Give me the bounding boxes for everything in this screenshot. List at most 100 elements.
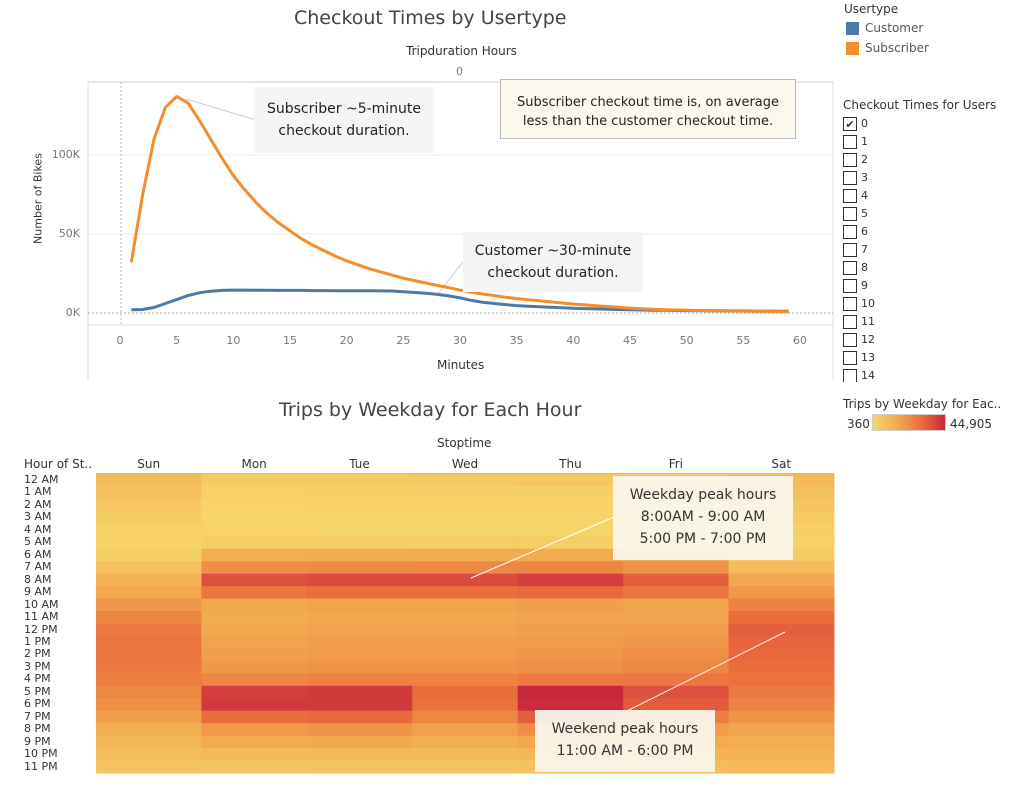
filter-option[interactable]: 8 [843, 259, 875, 277]
checkbox-icon[interactable] [843, 315, 857, 329]
filter-option-label: 7 [861, 243, 868, 256]
checkbox-checked-icon[interactable]: ✔ [843, 117, 857, 131]
heatmap-cell [517, 486, 624, 500]
filter-option[interactable]: 9 [843, 277, 875, 295]
annotation-customer: Customer ~30-minute checkout duration. [463, 232, 643, 292]
heatmap-cell [306, 760, 413, 774]
filter-option[interactable]: 1 [843, 133, 875, 151]
checkbox-icon[interactable] [843, 189, 857, 203]
checkbox-icon[interactable] [843, 279, 857, 293]
legend-item-customer[interactable]: Customer [846, 18, 929, 38]
heatmap-row-label: 6 AM [24, 547, 52, 561]
heatmap-row-label: 4 PM [24, 672, 51, 686]
checkbox-icon[interactable] [843, 333, 857, 347]
x-tick-label: 60 [793, 334, 807, 347]
x-tick-label: 40 [566, 334, 581, 347]
heatmap-cell [201, 710, 308, 724]
heatmap-cell [306, 511, 413, 525]
heatmap-cell [517, 536, 624, 550]
filter-option[interactable]: 14 [843, 367, 875, 382]
heatmap-cell [728, 586, 835, 600]
checkbox-icon[interactable] [843, 297, 857, 311]
heatmap-cell [201, 486, 308, 500]
heatmap-cell [201, 623, 308, 637]
heatmap-cell [201, 685, 308, 699]
heatmap-cell [96, 523, 202, 537]
checkout-filter-list: ✔ 0 1 2 3 4 5 6 7 8 9 10 11 12 13 14 [843, 115, 875, 382]
heatmap-cell [96, 648, 202, 662]
heatmap-cell [96, 548, 202, 562]
heatmap-row-label: 3 AM [24, 510, 52, 524]
annotation-weekday-peak: Weekday peak hours 8:00AM - 9:00 AM 5:00… [613, 476, 793, 560]
heatmap-row-label: 11 AM [24, 610, 59, 624]
filter-option[interactable]: 11 [843, 313, 875, 331]
heatmap-cell [728, 673, 835, 687]
heatmap-cell [517, 611, 624, 624]
filter-option[interactable]: 12 [843, 331, 875, 349]
heatmap-cell [623, 611, 730, 624]
series-line-subscriber [129, 95, 789, 314]
heatmap-cell [201, 474, 308, 487]
heatmap-cell [306, 486, 413, 500]
filter-option[interactable]: ✔ 0 [843, 115, 875, 133]
filter-option[interactable]: 10 [843, 295, 875, 313]
heatmap-cell [728, 760, 835, 774]
checkbox-icon[interactable] [843, 225, 857, 239]
heatmap-row-label: 7 PM [24, 709, 51, 723]
heatmap-cell [728, 635, 835, 649]
checkbox-icon[interactable] [843, 261, 857, 275]
heatmap-cell [412, 486, 519, 500]
heatmap-cell [728, 748, 835, 762]
checkbox-icon[interactable] [843, 369, 857, 382]
customer-swatch [846, 22, 859, 35]
heatmap-row-label: 2 PM [24, 647, 51, 661]
filter-option-label: 14 [861, 369, 875, 382]
top-header-value: 0 [456, 65, 463, 78]
heatmap-cell [201, 660, 308, 674]
heatmap-cell [96, 611, 202, 624]
heatmap-cell [412, 748, 519, 762]
heatmap-cell [517, 635, 624, 649]
filter-option[interactable]: 5 [843, 205, 875, 223]
heatmap-row-label: 2 AM [24, 497, 52, 511]
heatmap-row-label: 5 PM [24, 684, 51, 698]
checkbox-icon[interactable] [843, 135, 857, 149]
heatmap-cell [306, 723, 413, 737]
heatmap-cell [201, 748, 308, 762]
filter-option[interactable]: 3 [843, 169, 875, 187]
heatmap-cell [306, 523, 413, 537]
heatmap-cell [96, 598, 202, 612]
heatmap-row-label: 5 AM [24, 535, 52, 549]
heatmap-cell [412, 635, 519, 649]
filter-option-label: 10 [861, 297, 875, 310]
checkbox-icon[interactable] [843, 351, 857, 365]
checkbox-icon[interactable] [843, 207, 857, 221]
x-axis-label: Minutes [437, 358, 485, 372]
heatmap-cell [201, 673, 308, 687]
heatmap-cell [623, 648, 730, 662]
heatmap-cell [517, 648, 624, 662]
filter-option[interactable]: 6 [843, 223, 875, 241]
checkbox-icon[interactable] [843, 153, 857, 167]
heatmap-cell [96, 735, 202, 749]
heatmap-cell [201, 573, 308, 587]
filter-option[interactable]: 13 [843, 349, 875, 367]
filter-option[interactable]: 7 [843, 241, 875, 259]
heatmap-cell [728, 710, 835, 724]
y-tick-label: 0K [65, 306, 80, 319]
filter-option[interactable]: 2 [843, 151, 875, 169]
heatmap-cell [96, 474, 202, 487]
checkbox-icon[interactable] [843, 171, 857, 185]
heatmap-row-label: 12 AM [24, 473, 59, 486]
heatmap-cell [201, 698, 308, 712]
heatmap-cell [623, 660, 730, 674]
checkbox-icon[interactable] [843, 243, 857, 257]
heatmap-cell [623, 598, 730, 612]
y-tick-label: 50K [58, 227, 80, 240]
heatmap-cell [728, 573, 835, 587]
heatmap-cell [96, 710, 202, 724]
heatmap-cell [201, 586, 308, 600]
heatmap-cell [412, 685, 519, 699]
filter-option[interactable]: 4 [843, 187, 875, 205]
legend-item-subscriber[interactable]: Subscriber [846, 38, 929, 58]
